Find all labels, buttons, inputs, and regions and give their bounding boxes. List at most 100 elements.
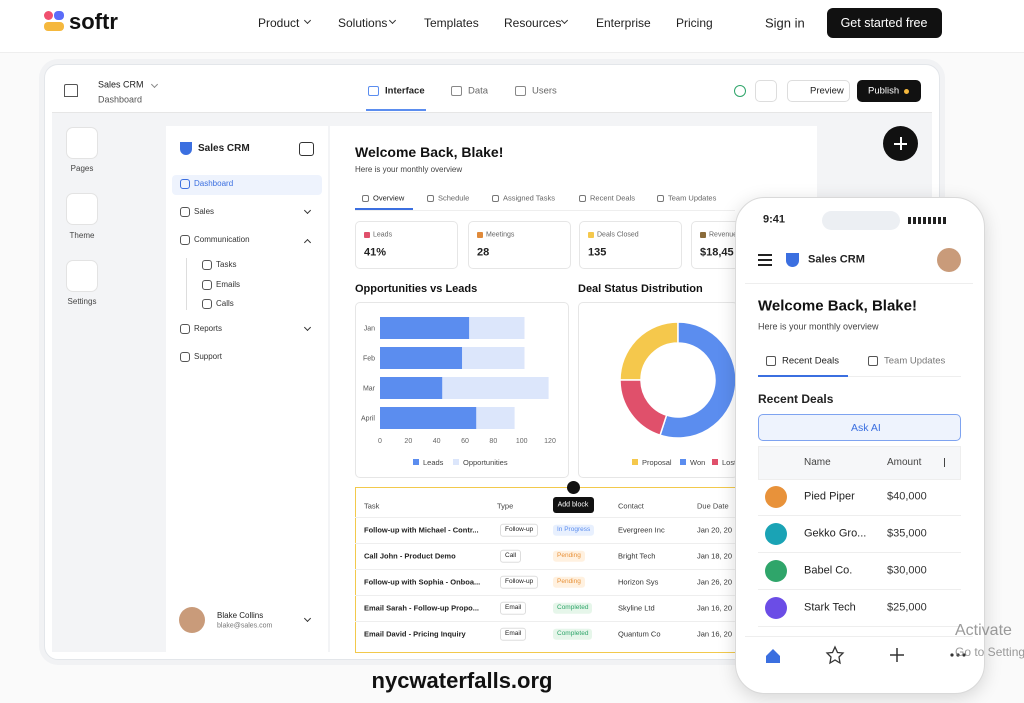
dashboard-tab[interactable]: Team Updates <box>668 193 717 203</box>
company-logo <box>765 486 787 508</box>
nav-link[interactable]: Resources <box>504 16 562 30</box>
row-divider <box>758 515 961 516</box>
row-divider <box>355 543 755 544</box>
logo-dot <box>54 11 64 20</box>
table-cell: Follow-up with Michael - Contr... <box>364 525 479 535</box>
user-name: Blake Collins <box>217 611 264 620</box>
row-divider <box>355 621 755 622</box>
tab-icon <box>427 195 434 202</box>
home-icon[interactable] <box>64 84 78 97</box>
ask-ai-button[interactable] <box>758 414 961 441</box>
tab-icon <box>515 86 526 96</box>
nav-link[interactable]: Pricing <box>676 16 713 30</box>
row-divider <box>355 595 755 596</box>
phone-tab[interactable]: Team Updates <box>884 355 946 367</box>
table-cell: Call John - Product Demo <box>364 551 456 561</box>
menu-item[interactable]: Tasks <box>216 260 237 269</box>
builder-tab[interactable]: Interface <box>385 85 425 97</box>
tab-icon <box>657 195 664 202</box>
dynamic-island <box>822 211 900 230</box>
stat-icon <box>477 232 483 238</box>
table-cell: Quantum Co <box>618 629 661 639</box>
page-title: Welcome Back, Blake! <box>355 144 504 160</box>
stat-icon <box>364 232 370 238</box>
app-logo <box>786 253 799 267</box>
menu-item[interactable]: Reports <box>194 324 223 333</box>
table-cell: Evergreen Inc <box>618 525 665 535</box>
builder-tab[interactable]: Data <box>468 85 489 97</box>
status-time: 9:41 <box>763 213 786 226</box>
nav-link[interactable]: Enterprise <box>596 16 651 30</box>
tab-icon <box>766 356 776 366</box>
row-divider <box>758 626 961 627</box>
menu-active <box>172 175 322 195</box>
brand: softr <box>69 9 118 34</box>
tooltip <box>553 497 594 513</box>
stat-label: Deals Closed <box>597 231 639 239</box>
table-cell: Bright Tech <box>618 551 656 561</box>
os-overlay: Go to Settings <box>955 645 1024 659</box>
ask-ai-label[interactable]: Ask AI <box>851 421 881 434</box>
rail-button[interactable] <box>66 260 98 292</box>
add-button[interactable] <box>567 481 580 494</box>
stat-value: 135 <box>588 246 607 259</box>
preview-button[interactable] <box>787 80 850 102</box>
company-name: Babel Co. <box>804 564 853 577</box>
avatar <box>937 248 961 272</box>
row-divider <box>758 589 961 590</box>
divider <box>52 112 932 113</box>
dashboard-tab[interactable]: Recent Deals <box>590 193 636 203</box>
cta-label[interactable]: Get started free <box>840 15 928 30</box>
divider <box>745 636 973 637</box>
menu-icon <box>202 260 212 270</box>
menu-icon[interactable] <box>758 254 772 256</box>
company-name: Gekko Gro... <box>804 527 867 540</box>
divider <box>758 376 961 377</box>
rail-button[interactable] <box>66 193 98 225</box>
page-name: Dashboard <box>98 94 143 105</box>
collapse-icon[interactable] <box>299 142 314 156</box>
phone-tab[interactable]: Recent Deals <box>782 355 840 367</box>
nav-link[interactable]: Templates <box>424 16 479 30</box>
menu-item[interactable]: Communication <box>194 235 250 244</box>
column-header: Name <box>804 457 831 468</box>
builder-tab[interactable]: Users <box>532 85 557 97</box>
stat-label: Meetings <box>486 231 515 239</box>
dashboard-tab[interactable]: Assigned Tasks <box>503 193 555 203</box>
menu-icon <box>202 299 212 309</box>
app-name: Sales CRM <box>98 79 144 90</box>
page-subtitle: Here is your monthly overview <box>758 321 879 332</box>
tab-underline <box>355 208 413 210</box>
menu-icon <box>180 235 190 245</box>
stat-card <box>579 221 682 269</box>
stat-value: 41% <box>364 246 387 259</box>
watermark: nycwaterfalls.org <box>371 668 553 693</box>
dashboard-tab[interactable]: Schedule <box>438 193 470 203</box>
nav-link[interactable]: Solutions <box>338 16 388 30</box>
cta-button[interactable] <box>827 8 942 38</box>
row-divider <box>355 569 755 570</box>
rail-button[interactable] <box>66 127 98 159</box>
nav-link[interactable]: Product <box>258 16 300 30</box>
rail-label: Settings <box>67 297 97 306</box>
user-button[interactable] <box>755 80 777 102</box>
menu-item[interactable]: Support <box>194 352 223 361</box>
tab-icon <box>868 356 878 366</box>
publish-button[interactable] <box>857 80 921 102</box>
preview-label[interactable]: Preview <box>810 85 844 97</box>
menu-item[interactable]: Dashboard <box>194 179 234 188</box>
publish-label[interactable]: Publish <box>868 85 900 97</box>
menu-item[interactable]: Emails <box>216 280 241 289</box>
status-pill: Completed <box>553 628 593 640</box>
menu-item[interactable]: Sales <box>194 207 215 216</box>
dashboard-tab[interactable]: Overview <box>373 193 405 203</box>
sign-in[interactable]: Sign in <box>765 15 805 31</box>
menu-icon <box>202 280 212 290</box>
menu-item[interactable]: Calls <box>216 299 234 308</box>
plus <box>900 137 902 150</box>
status-pill: Pending <box>553 550 585 562</box>
tab-icon <box>451 86 462 96</box>
avatar <box>179 607 205 633</box>
type-pill: Email <box>500 601 527 615</box>
tooltip-label: Add block <box>557 501 589 509</box>
